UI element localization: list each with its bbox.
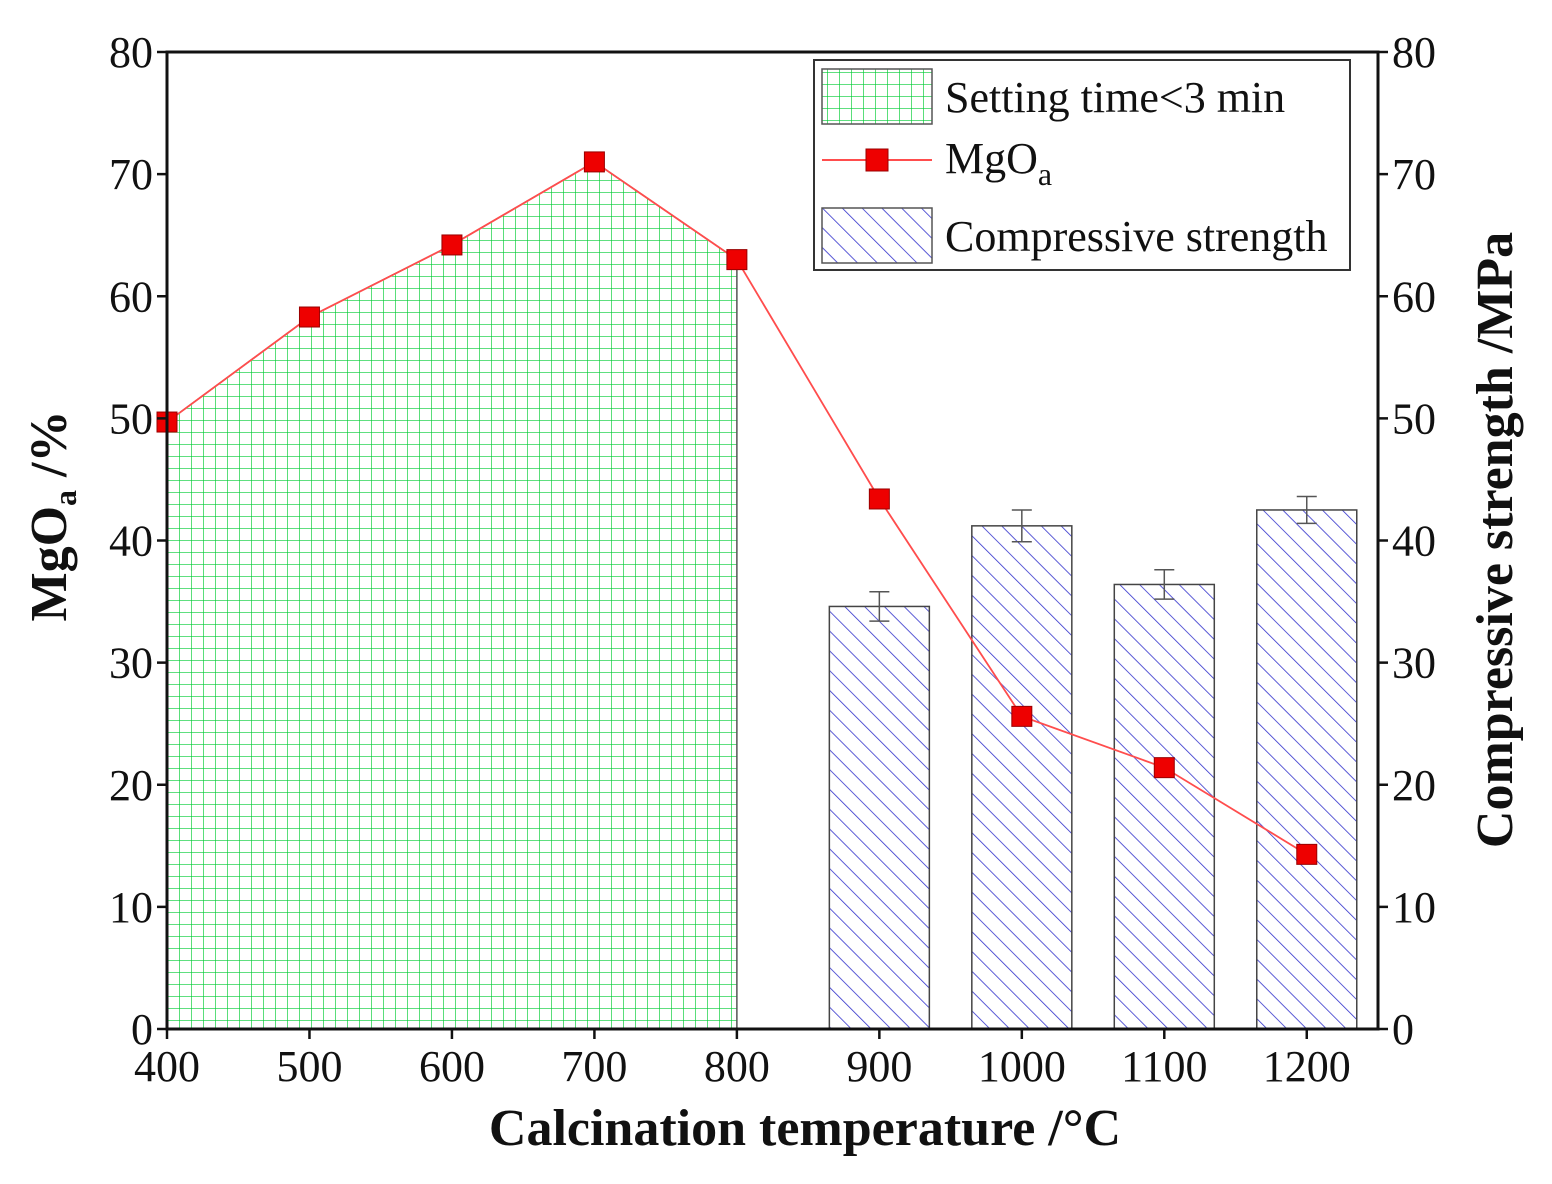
right-tick-label-0: 0 xyxy=(1392,1005,1414,1054)
right-axis-title: Compressive strength /MPa xyxy=(1467,232,1524,848)
strength-bars-layer xyxy=(828,495,1358,1030)
legend-swatch-mgo-marker xyxy=(865,148,889,172)
left-axis-title: MgOa /% xyxy=(21,411,83,622)
right-tick-label-20: 20 xyxy=(1392,761,1436,810)
left-axis-title-suffix: /% xyxy=(21,411,78,490)
left-tick-label-30: 30 xyxy=(109,639,153,688)
mgo-marker-1100 xyxy=(1153,757,1175,779)
right-tick-label-10: 10 xyxy=(1392,883,1436,932)
legend-label-mgo-main: MgO xyxy=(945,134,1038,183)
mgo-marker-900 xyxy=(868,488,890,510)
legend-swatch-setting-time xyxy=(821,68,933,125)
mgo-marker-600 xyxy=(441,234,463,256)
legend: Setting time<3 min MgOa Compressive stre… xyxy=(813,59,1351,271)
left-tick-label-50: 50 xyxy=(109,394,153,443)
right-tick-label-30: 30 xyxy=(1392,639,1436,688)
left-tick-label-0: 0 xyxy=(131,1005,153,1054)
legend-label-strength: Compressive strength xyxy=(945,212,1328,261)
strength-bar-900 xyxy=(828,605,931,1030)
left-tick-label-20: 20 xyxy=(109,761,153,810)
x-axis-title: Calcination temperature /°C xyxy=(489,1100,1121,1157)
setting-time-region xyxy=(166,161,738,1030)
mgo-marker-1000 xyxy=(1011,705,1033,727)
right-axis-ticks: 0 10 20 30 40 50 60 70 80 xyxy=(1378,28,1436,1054)
right-tick-label-70: 70 xyxy=(1392,150,1436,199)
left-tick-label-40: 40 xyxy=(109,517,153,566)
left-axis-ticks: 0 10 20 30 40 50 60 70 80 xyxy=(109,28,167,1054)
left-tick-label-80: 80 xyxy=(109,28,153,77)
strength-bar-1000 xyxy=(971,525,1073,1030)
right-tick-label-40: 40 xyxy=(1392,517,1436,566)
left-tick-label-60: 60 xyxy=(109,272,153,321)
mgo-marker-700 xyxy=(583,151,605,173)
x-tick-label-600: 600 xyxy=(419,1042,485,1091)
x-tick-label-1100: 1100 xyxy=(1121,1042,1207,1091)
x-tick-label-900: 900 xyxy=(846,1042,912,1091)
mgo-marker-800 xyxy=(726,249,748,271)
x-tick-label-500: 500 xyxy=(276,1042,342,1091)
x-tick-label-700: 700 xyxy=(561,1042,627,1091)
x-tick-label-1000: 1000 xyxy=(978,1042,1066,1091)
mgo-marker-1200 xyxy=(1296,843,1318,865)
mgo-markers-layer xyxy=(156,151,1318,865)
left-axis-title-sub: a xyxy=(47,490,83,506)
strength-bar-1100 xyxy=(1113,583,1216,1030)
legend-swatch-strength xyxy=(821,207,933,264)
right-tick-label-60: 60 xyxy=(1392,272,1436,321)
x-axis-ticks: 400 500 600 700 800 900 1000 1100 1200 xyxy=(134,1029,1351,1091)
right-tick-label-50: 50 xyxy=(1392,394,1436,443)
legend-label-setting-time: Setting time<3 min xyxy=(945,73,1285,122)
setting-time-region-layer xyxy=(166,161,738,1030)
left-axis-title-main: MgO xyxy=(21,506,78,622)
left-tick-label-70: 70 xyxy=(109,150,153,199)
legend-label-mgo-sub: a xyxy=(1038,156,1052,192)
mgo-marker-500 xyxy=(298,306,320,328)
x-tick-label-1200: 1200 xyxy=(1263,1042,1351,1091)
left-tick-label-10: 10 xyxy=(109,883,153,932)
right-tick-label-80: 80 xyxy=(1392,28,1436,77)
x-tick-label-400: 400 xyxy=(134,1042,200,1091)
strength-bar-1200 xyxy=(1256,509,1358,1030)
legend-label-mgo: MgOa xyxy=(945,134,1052,192)
x-tick-label-800: 800 xyxy=(704,1042,770,1091)
